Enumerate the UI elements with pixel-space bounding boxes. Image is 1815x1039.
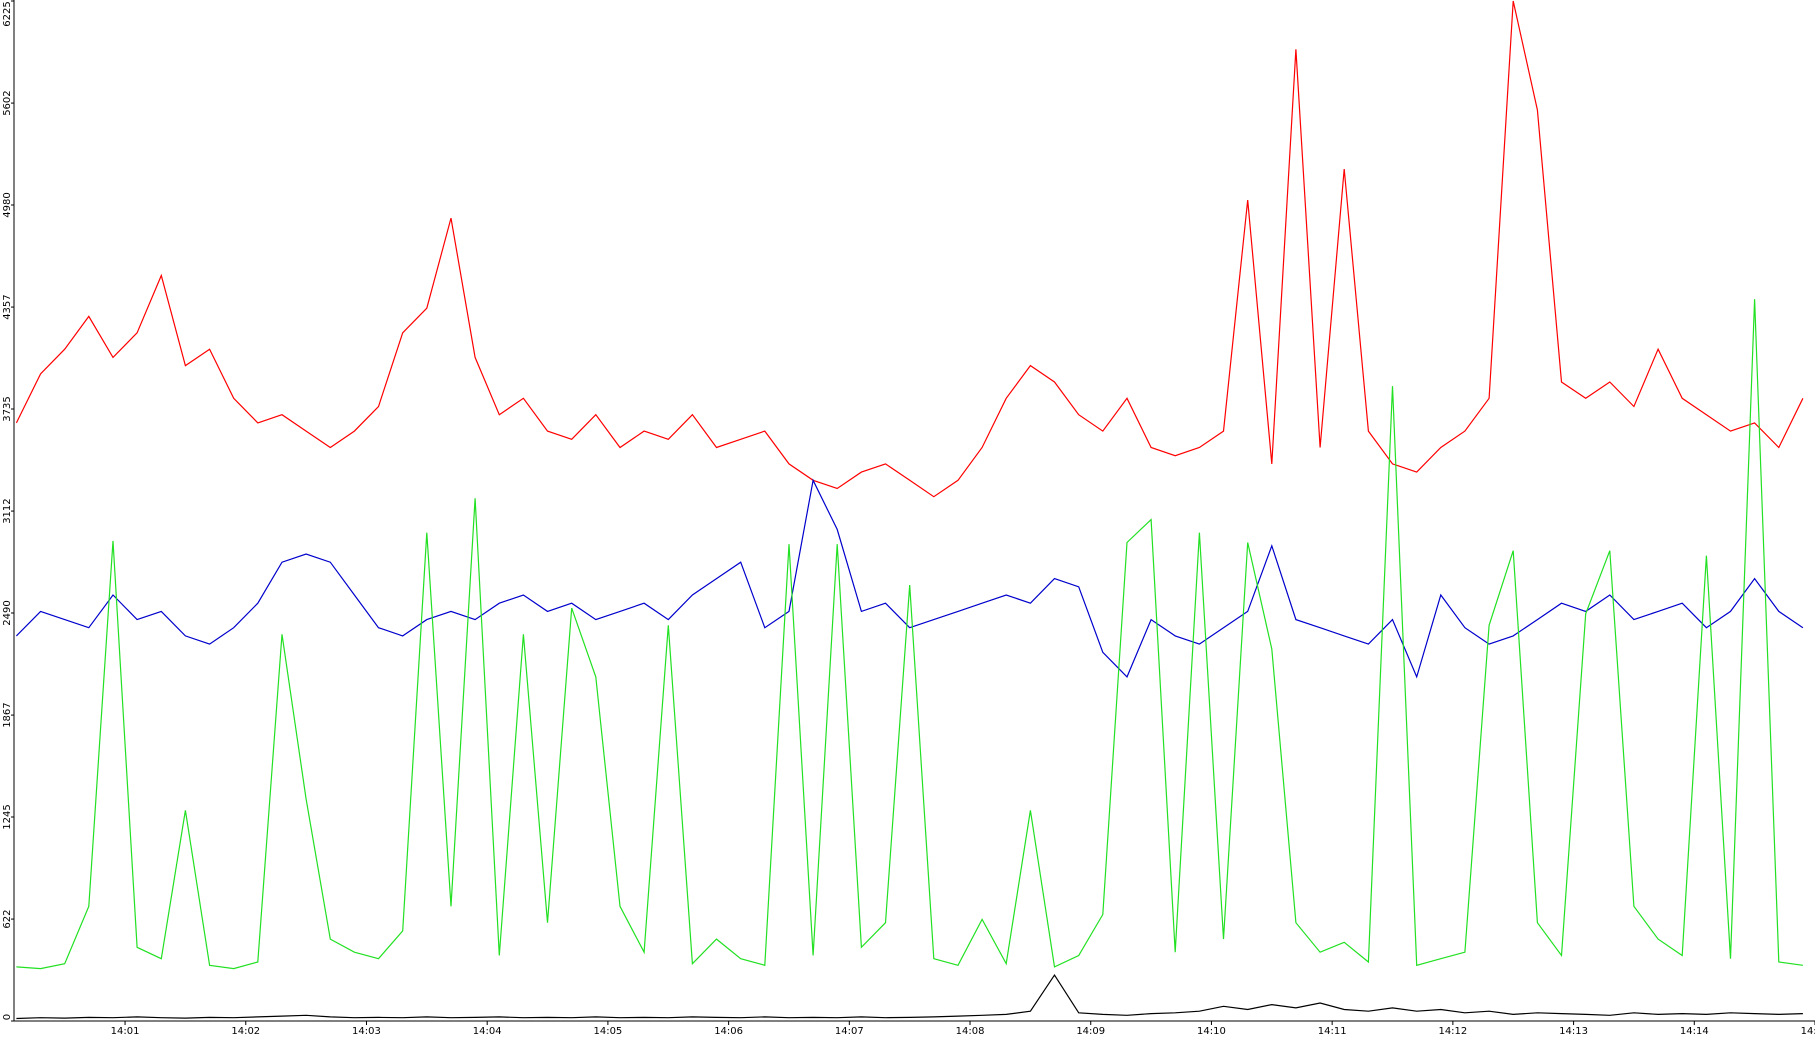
x-tick-label: 14:04 xyxy=(473,1026,502,1037)
x-tick-label: 14:10 xyxy=(1197,1026,1226,1037)
y-tick-label: 6225 xyxy=(2,1,13,26)
x-tick-label: 14:12 xyxy=(1438,1026,1467,1037)
y-tick-label: 5602 xyxy=(2,90,13,115)
y-tick-label: 0 xyxy=(2,1014,13,1020)
y-tick-label: 4980 xyxy=(2,192,13,217)
y-tick-label: 3735 xyxy=(2,396,13,421)
series-line xyxy=(15,478,1804,679)
x-tick-label: 14:13 xyxy=(1559,1026,1588,1037)
series-line xyxy=(16,299,1803,970)
series-line xyxy=(15,0,1804,498)
x-tick-label: 14:01 xyxy=(111,1026,140,1037)
x-tick-label: 14:08 xyxy=(956,1026,985,1037)
y-tick-label: 4357 xyxy=(2,294,13,319)
x-tick-label: 14:15 xyxy=(1801,1026,1815,1037)
x-tick-label: 14:05 xyxy=(593,1026,622,1037)
x-tick-label: 14:03 xyxy=(352,1026,381,1037)
x-tick-label: 14:06 xyxy=(714,1026,743,1037)
y-tick-label: 1245 xyxy=(2,804,13,829)
x-tick-label: 14:07 xyxy=(835,1026,864,1037)
y-tick-label: 3112 xyxy=(2,498,13,523)
x-tick-label: 14:09 xyxy=(1076,1026,1105,1037)
series-line xyxy=(16,974,1803,1020)
x-tick-label: 14:11 xyxy=(1318,1026,1347,1037)
y-tick-label: 622 xyxy=(2,910,13,929)
x-tick-label: 14:14 xyxy=(1680,1026,1709,1037)
y-tick-label: 2490 xyxy=(2,600,13,625)
y-tick-label: 1867 xyxy=(2,702,13,727)
x-tick-label: 14:02 xyxy=(231,1026,260,1037)
